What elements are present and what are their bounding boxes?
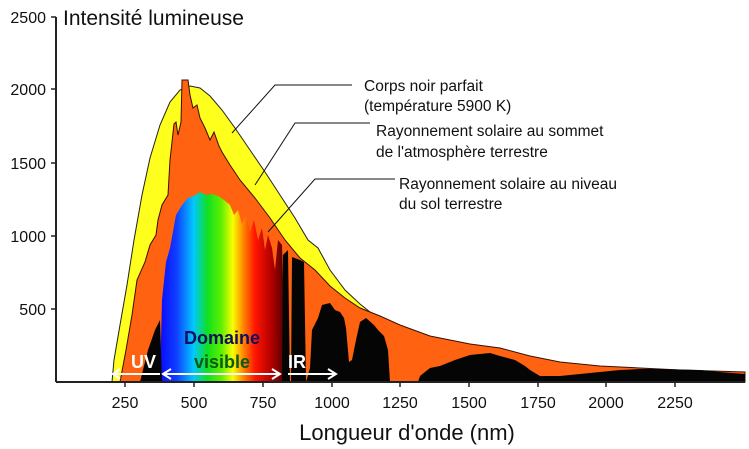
annotation-blackbody-temp: (température 5900 K) [364,98,511,115]
x-tick-label: 2000 [588,395,624,412]
uv-label: UV [131,352,156,372]
chart-title: Intensité lumineuse [63,7,244,30]
annotation-blackbody: Corps noir parfait [364,78,484,95]
x-tick-label: 1250 [382,395,418,412]
x-tick-label: 1750 [520,395,556,412]
band-arrows [111,368,338,380]
y-tick-label: 2500 [10,10,46,27]
y-tick-label: 500 [19,302,46,319]
x-tick-label: 1000 [314,395,350,412]
annotation-leaders [231,84,395,233]
x-tick-label: 1500 [451,395,487,412]
x-tick-label: 2250 [657,395,693,412]
ir-label: IR [288,352,306,372]
y-tick-label: 1500 [10,156,46,173]
annotation-top-atmosphere: Rayonnement solaire au sommet [376,123,604,140]
visible-label-line1: Domaine [184,328,260,348]
y-tick-label: 1000 [10,229,46,246]
annotation-top-atmosphere-l2: de l'atmosphère terrestre [376,144,548,161]
x-tick-label: 750 [250,395,277,412]
ground-visible-area [160,192,286,382]
y-tick-label: 2000 [10,82,46,99]
y-ticks [51,16,56,310]
x-axis-label: Longueur d'onde (nm) [299,420,515,445]
annotation-ground-level: Rayonnement solaire au niveau [399,176,617,193]
annotation-ground-level-l2: du sol terrestre [399,196,502,213]
x-tick-label: 250 [112,395,139,412]
x-ticks [124,382,676,387]
x-tick-label: 500 [181,395,208,412]
visible-label-line2: visible [194,352,250,372]
